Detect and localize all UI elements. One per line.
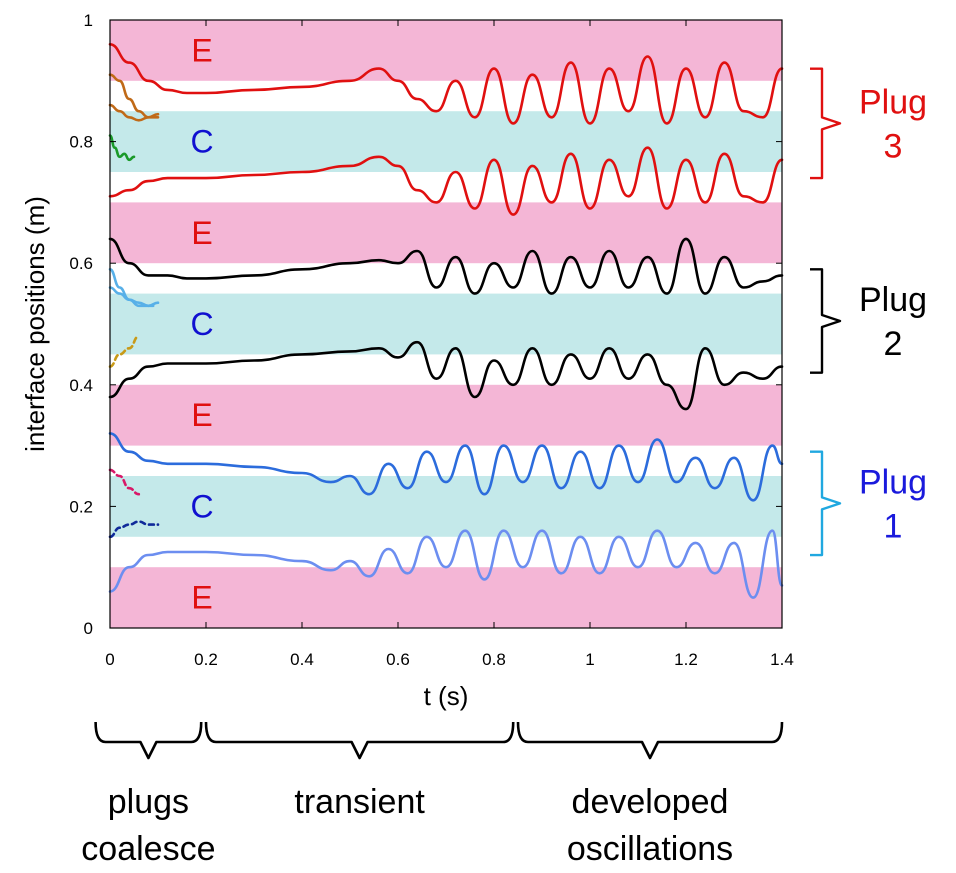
series-line-5 — [108, 529, 784, 599]
phase-annotations: plugs coalesce transient developed oscillati… — [81, 721, 784, 868]
plug-bracket-1 — [810, 268, 842, 374]
series-line-10 — [108, 286, 155, 308]
x-tick-label-0: 0 — [105, 650, 114, 669]
band-e-4 — [110, 202, 782, 264]
series-line-13 — [108, 520, 160, 539]
phase-label-1: transient — [294, 783, 425, 821]
phase-sublabel-0: coalesce — [81, 830, 215, 868]
plug-number-1: 2 — [884, 325, 903, 363]
series-line-8 — [108, 134, 136, 162]
x-tick-label-6: 1.2 — [674, 650, 698, 669]
band-label-1: C — [190, 488, 213, 524]
plug-label-2: Plug — [859, 463, 927, 501]
plot-frame — [109, 19, 783, 629]
phase-bracket-1 — [204, 721, 515, 760]
plug-label-1: Plug — [859, 281, 927, 319]
y-axis: 0 0.2 0.4 0.6 0.8 1 — [69, 11, 782, 638]
plug-annotations: Plug 3 Plug 2 Plug 1 — [810, 67, 927, 557]
series-line-3 — [108, 340, 784, 411]
x-axis-label: t (s) — [424, 681, 469, 711]
phase-sublabel-2: oscillations — [567, 830, 733, 868]
plug-bracket-2 — [810, 450, 842, 557]
x-tick-label-2: 0.4 — [290, 650, 314, 669]
band-e-2 — [110, 384, 782, 446]
series-line-7 — [108, 103, 160, 122]
series-line-4 — [108, 432, 784, 502]
y-tick-label-3: 0.6 — [69, 254, 93, 273]
band-e-0 — [110, 567, 782, 628]
y-tick-label-5: 1 — [84, 11, 93, 30]
plug-number-2: 1 — [884, 507, 903, 545]
series-line-1 — [108, 146, 784, 216]
band-labels-layer: E C E C E C E — [190, 32, 213, 615]
x-tick-label-3: 0.6 — [386, 650, 410, 669]
series-line-2 — [108, 237, 784, 295]
plug-number-0: 3 — [884, 127, 903, 165]
series-layer — [108, 43, 784, 599]
phase-bracket-2 — [516, 721, 784, 760]
band-label-4: E — [191, 215, 212, 251]
band-label-2: E — [191, 397, 212, 433]
series-line-11 — [108, 334, 141, 368]
series-line-12 — [108, 468, 141, 496]
band-label-6: E — [191, 32, 212, 68]
y-tick-label-1: 0.2 — [69, 497, 93, 516]
y-tick-label-2: 0.4 — [69, 376, 93, 395]
phase-label-0: plugs — [108, 783, 189, 821]
band-c-1 — [110, 476, 782, 537]
plug-label-0: Plug — [859, 83, 927, 121]
band-layer — [110, 20, 782, 628]
y-tick-label-4: 0.8 — [69, 133, 93, 152]
band-label-5: C — [190, 124, 213, 160]
band-e-6 — [110, 20, 782, 81]
y-tick-label-0: 0 — [84, 619, 93, 638]
band-label-0: E — [191, 580, 212, 616]
phase-bracket-0 — [94, 721, 203, 760]
band-c-3 — [110, 293, 782, 355]
phase-label-2: developed — [572, 783, 729, 821]
y-axis-label: interface positions (m) — [20, 196, 50, 452]
x-tick-label-7: 1.4 — [770, 650, 794, 669]
plug-bracket-0 — [810, 67, 842, 180]
x-tick-label-5: 1 — [585, 650, 594, 669]
x-tick-label-4: 0.8 — [482, 650, 506, 669]
band-label-3: C — [190, 306, 213, 342]
x-tick-label-1: 0.2 — [194, 650, 218, 669]
x-axis: 0 0.2 0.4 0.6 0.8 1 1.2 1.4 — [105, 20, 794, 669]
series-line-0 — [108, 43, 784, 125]
